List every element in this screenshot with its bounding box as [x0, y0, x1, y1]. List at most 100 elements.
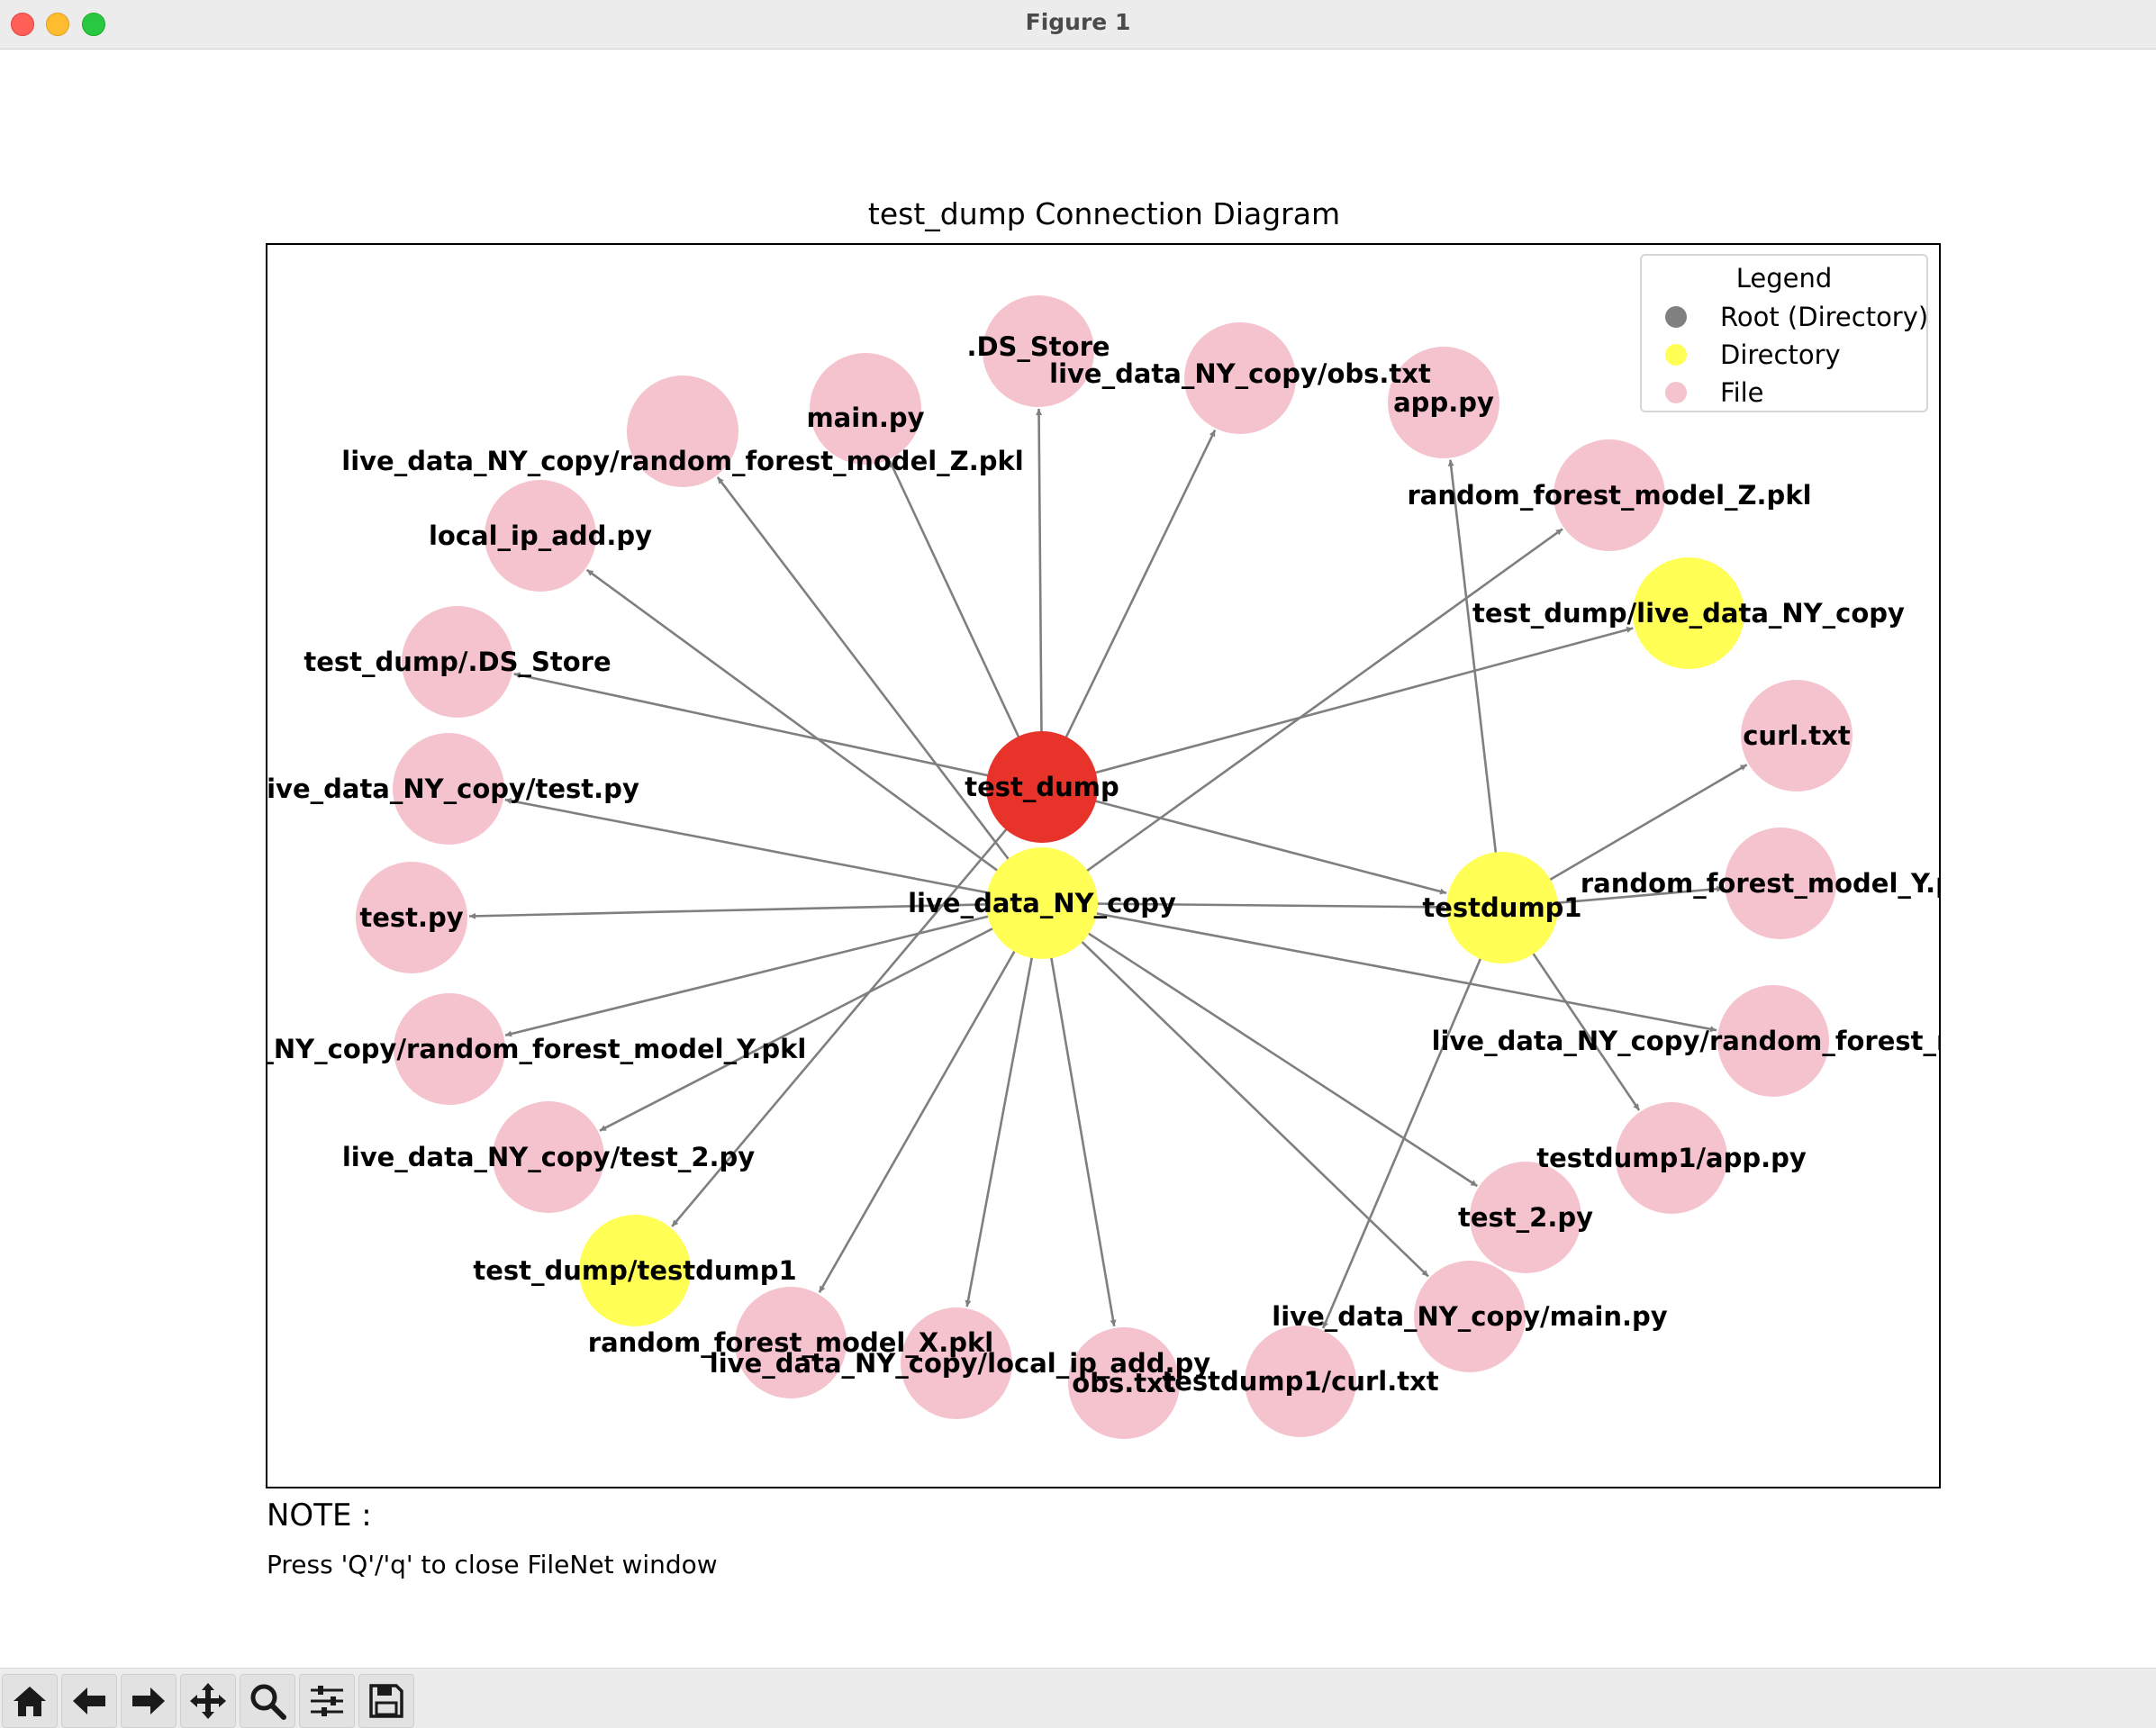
- node-live-data-ny-copy-obs-txt: [1184, 322, 1296, 434]
- node-label-random-forest-model-z-pkl: random_forest_model_Z.pkl: [1407, 480, 1811, 511]
- edge-live-data-ny-copy-to-live-data-ny-copy-local-ip-add-py: [965, 910, 1042, 1307]
- node-test-dump-live-data-ny-copy: [1633, 557, 1744, 669]
- legend-label-root: Root (Directory): [1720, 302, 1929, 332]
- node-label-live-data-ny-copy-random-forest-model-y-pkl: live_data_NY_copy/random_forest_model_Y.…: [267, 1034, 806, 1064]
- connection-graph: test_dump live_data_NY_copy testdump1 test_…: [267, 295, 1939, 1439]
- edge-live-data-ny-copy-to-test-2-py: [1048, 907, 1479, 1188]
- maximize-window-button[interactable]: [82, 13, 105, 36]
- minimize-window-button[interactable]: [46, 13, 69, 36]
- node-label-live-data-ny-copy-test-2-py: live_data_NY_copy/test_2.py: [342, 1142, 755, 1172]
- figure-title: test_dump Connection Diagram: [867, 196, 1341, 231]
- edge-test-dump-to-test-dump-ds-store: [513, 672, 1035, 787]
- node-app-py: [1388, 347, 1499, 458]
- floppy-disk-icon: [369, 1684, 403, 1718]
- node-obs-txt: [1068, 1327, 1180, 1439]
- node-label-live-data-ny-copy: live_data_NY_copy: [908, 888, 1176, 918]
- pan-button[interactable]: [180, 1674, 236, 1728]
- edge-live-data-ny-copy-to-testdump1: [1050, 901, 1445, 910]
- legend-label-file: File: [1720, 377, 1764, 408]
- node-test-2-py: [1470, 1162, 1581, 1273]
- edge-live-data-ny-copy-to-local-ip-add-py: [585, 568, 1037, 900]
- node-label-test-py: test.py: [359, 902, 463, 933]
- legend-marker-root: [1665, 306, 1687, 328]
- node-label-testdump1-app-py: testdump1/app.py: [1536, 1143, 1807, 1173]
- node-live-data-ny-copy-local-ip-add-py: [901, 1307, 1012, 1419]
- node-label-live-data-ny-copy-local-ip-add-py: live_data_NY_copy/local_ip_add.py: [710, 1348, 1210, 1379]
- close-window-button[interactable]: [11, 13, 34, 36]
- note-title: NOTE :: [267, 1497, 372, 1533]
- zoom-button[interactable]: [240, 1674, 295, 1728]
- sliders-icon: [311, 1686, 343, 1716]
- node-label-random-forest-model-y-pkl: random_forest_model_Y.pkl: [1581, 868, 1939, 899]
- node-live-data-ny-copy-test-py: [393, 733, 504, 845]
- save-button[interactable]: [358, 1674, 414, 1728]
- edge-test-dump-to-testdump1: [1049, 788, 1447, 895]
- node-label-obs-txt: obs.txt: [1072, 1368, 1176, 1398]
- node-label-curl-txt: curl.txt: [1743, 720, 1851, 751]
- move-icon: [190, 1683, 226, 1719]
- node-label-test-2-py: test_2.py: [1458, 1202, 1593, 1233]
- note-text: Press 'Q'/'q' to close FileNet window: [267, 1550, 718, 1579]
- edge-live-data-ny-copy-to-live-data-ny-copy-test-2-py: [599, 906, 1036, 1132]
- edge-testdump1-to-testdump1-curl-txt: [1321, 915, 1500, 1329]
- edge-live-data-ny-copy-to-random-forest-model-z-pkl: [1047, 528, 1563, 900]
- window-titlebar: Figure 1: [0, 0, 2156, 50]
- node-label-app-py: app.py: [1393, 387, 1494, 418]
- edge-live-data-ny-copy-to-obs-txt: [1042, 910, 1117, 1327]
- edge-test-dump-to-test-dump-testdump1: [671, 792, 1037, 1227]
- edge-live-data-ny-copy-to-test-py: [468, 901, 1034, 919]
- node-local-ip-add-py: [485, 480, 596, 592]
- legend-label-directory: Directory: [1720, 339, 1841, 370]
- plot-area[interactable]: test_dump live_data_NY_copy testdump1 test_…: [266, 243, 1941, 1488]
- forward-button[interactable]: [121, 1674, 177, 1728]
- magnifier-icon: [250, 1684, 286, 1720]
- node-random-forest-model-x-pkl: [735, 1287, 847, 1398]
- node-ds-store: [983, 295, 1094, 407]
- node-label-testdump1: testdump1: [1422, 892, 1581, 923]
- node-test-dump-testdump1: [579, 1215, 691, 1326]
- arrow-left-icon: [73, 1687, 105, 1714]
- node-label-main-py: main.py: [806, 403, 924, 433]
- edge-live-data-ny-copy-to-live-data-ny-copy-random-forest-model-z-pkl: [716, 476, 1038, 898]
- node-testdump1-curl-txt: [1245, 1325, 1356, 1437]
- node-testdump1-app-py: [1616, 1102, 1727, 1214]
- home-icon: [14, 1687, 46, 1716]
- edge-testdump1-to-app-py: [1447, 459, 1503, 900]
- node-live-data-ny-copy-test-2-py: [493, 1101, 604, 1213]
- edge-live-data-ny-copy-to-live-data-ny-copy-main-py: [1046, 908, 1429, 1278]
- edge-test-dump-to-main-py: [888, 460, 1040, 781]
- node-live-data-ny-copy-random-forest-model-z-pkl: [627, 375, 738, 487]
- node-label-local-ip-add-py: local_ip_add.py: [429, 520, 652, 551]
- edge-live-data-ny-copy-to-live-data-ny-copy-random-forest-model-x-pkl: [1049, 903, 1717, 1033]
- node-test-dump: [986, 731, 1098, 843]
- node-label-live-data-ny-copy-main-py: live_data_NY_copy/main.py: [1272, 1301, 1668, 1332]
- node-random-forest-model-z-pkl: [1554, 439, 1665, 551]
- edge-test-dump-to-ds-store: [1036, 408, 1044, 779]
- edge-live-data-ny-copy-to-live-data-ny-copy-test-py: [504, 797, 1035, 903]
- node-label-live-data-ny-copy-random-forest-model-z-pkl: live_data_NY_copy/random_forest_model_Z.…: [341, 446, 1023, 476]
- edge-live-data-ny-copy-to-live-data-ny-copy-random-forest-model-y-pkl: [504, 903, 1035, 1037]
- node-live-data-ny-copy-main-py: [1414, 1261, 1526, 1372]
- legend-marker-file: [1665, 382, 1687, 403]
- legend: Legend Root (Directory) Directory File: [1640, 254, 1928, 412]
- node-live-data-ny-copy-random-forest-model-y-pkl: [394, 993, 505, 1105]
- node-curl-txt: [1741, 680, 1853, 792]
- node-test-py: [356, 862, 467, 973]
- navigation-toolbar: [0, 1668, 2156, 1728]
- node-label-testdump1-curl-txt: testdump1/curl.txt: [1162, 1366, 1438, 1397]
- node-label-test-dump: test_dump: [965, 772, 1119, 802]
- node-label-live-data-ny-copy-random-forest-model-x-pkl: live_data_NY_copy/random_forest_model_X.…: [1432, 1026, 1939, 1056]
- legend-title: Legend: [1735, 263, 1833, 294]
- configure-subplots-button[interactable]: [299, 1674, 355, 1728]
- node-label-live-data-ny-copy-obs-txt: live_data_NY_copy/obs.txt: [1049, 358, 1431, 389]
- node-label-live-data-ny-copy-test-py: live_data_NY_copy/test.py: [267, 774, 639, 804]
- legend-marker-directory: [1665, 344, 1687, 366]
- node-test-dump-ds-store: [402, 606, 513, 718]
- back-button[interactable]: [61, 1674, 117, 1728]
- node-testdump1: [1446, 852, 1558, 964]
- window-title: Figure 1: [1025, 9, 1131, 35]
- node-random-forest-model-y-pkl: [1725, 828, 1836, 939]
- edge-test-dump-to-live-data-ny-copy-obs-txt: [1044, 430, 1217, 781]
- home-button[interactable]: [2, 1674, 58, 1728]
- arrow-right-icon: [132, 1687, 165, 1714]
